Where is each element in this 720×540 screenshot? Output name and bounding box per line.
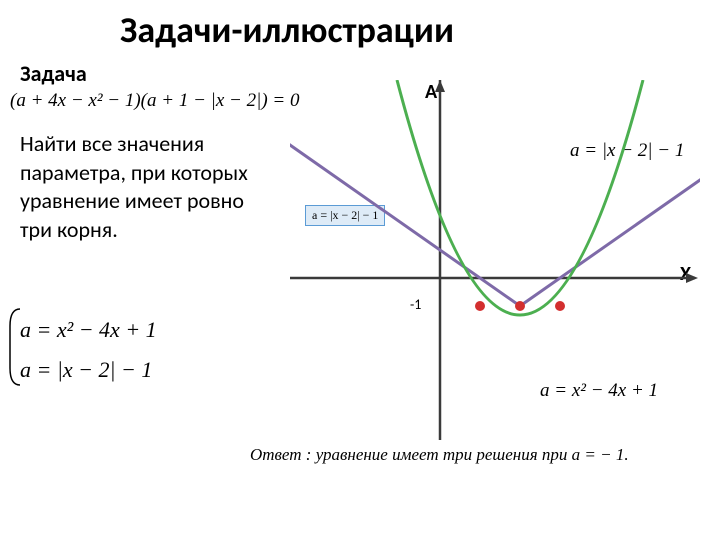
subtitle: Задача: [20, 60, 87, 87]
curve-absolute: [290, 138, 700, 306]
problem-text: Найти все значения параметра, при которы…: [20, 130, 280, 244]
equation-left-2: a = |x − 2| − 1: [20, 350, 157, 390]
axes: [290, 80, 698, 440]
intersection-dots: [475, 301, 565, 311]
equation-left-1: a = x² − 4x + 1: [20, 310, 157, 350]
equation-main: (a + 4x − x² − 1)(a + 1 − |x − 2|) = 0: [10, 90, 300, 112]
equations-left: a = x² − 4x + 1 a = |x − 2| − 1: [20, 310, 157, 389]
curve-parabola: [397, 80, 643, 315]
function-chart: [290, 80, 700, 440]
page-title: Задачи-иллюстрации: [120, 8, 454, 52]
answer-text: Ответ : уравнение имеет три решения при …: [250, 445, 629, 465]
